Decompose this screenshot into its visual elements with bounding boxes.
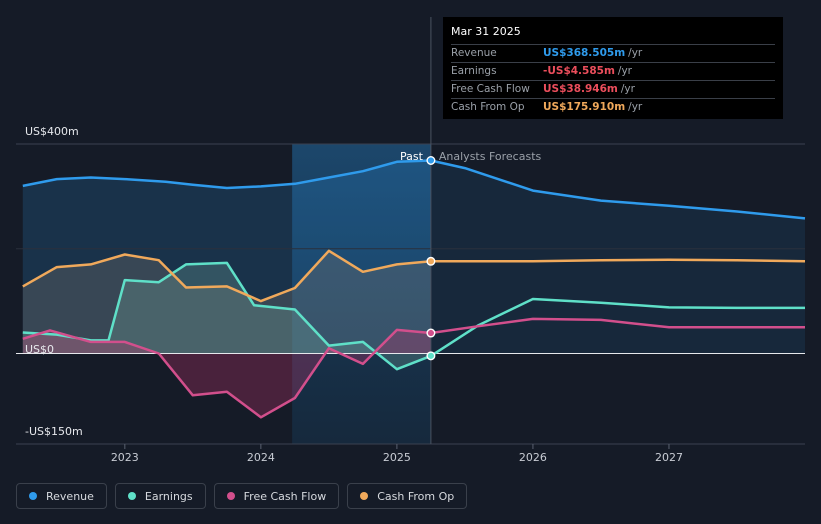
legend-dot-icon: [127, 492, 136, 500]
tooltip-unit: /yr: [628, 101, 643, 113]
tooltip-label: Earnings: [451, 65, 497, 77]
tooltip: Mar 31 2025 Revenue US$368.505m /yr Earn…: [443, 17, 783, 119]
x-tick-label: 2025: [383, 451, 411, 464]
tooltip-date: Mar 31 2025: [451, 25, 521, 38]
free-cash-flow-line: [22, 328, 432, 419]
y-tick-label-top: US$400m: [25, 125, 79, 138]
cash-from-op-forecast-line: [430, 258, 806, 263]
legend-dot-icon: [29, 492, 37, 500]
legend-label: Earnings: [144, 489, 193, 503]
tooltip-row-cash-from-op: Cash From Op US$175.910m /yr: [451, 98, 775, 116]
legend: Revenue Earnings Free Cash Flow Cash Fro…: [16, 483, 468, 509]
earnings-marker: [426, 351, 436, 361]
revenue-marker: [426, 155, 436, 165]
tooltip-label: Free Cash Flow: [451, 83, 530, 95]
past-label: Past: [400, 150, 424, 163]
cash-from-op-area: [22, 250, 431, 354]
past-highlight-region: [292, 144, 431, 444]
legend-dot-icon: [226, 492, 235, 500]
revenue-area: [22, 160, 431, 354]
y-tick-label-zero: US$0: [25, 343, 55, 356]
legend-label: Revenue: [46, 489, 94, 503]
free-cash-flow-marker: [426, 328, 436, 338]
tooltip-row-revenue: Revenue US$368.505m /yr: [451, 44, 775, 62]
cash-from-op-marker: [426, 256, 436, 266]
y-tick-label-bottom: -US$150m: [25, 425, 83, 438]
forecast-label: Analysts Forecasts: [439, 150, 542, 163]
tooltip-value: -US$4.585m: [543, 65, 615, 77]
x-tick-label: 2023: [111, 451, 139, 464]
tooltip-label: Revenue: [451, 47, 497, 59]
legend-item-free-cash-flow[interactable]: Free Cash Flow: [213, 483, 340, 509]
tooltip-value: US$38.946m: [543, 83, 618, 95]
x-tick-label: 2026: [519, 451, 547, 464]
tooltip-unit: /yr: [620, 83, 635, 95]
legend-dot-icon: [360, 492, 369, 500]
tooltip-value: US$175.910m: [543, 101, 626, 113]
free-cash-flow-forecast-line: [430, 317, 805, 335]
tooltip-row-earnings: Earnings -US$4.585m /yr: [451, 62, 775, 80]
tooltip-unit: /yr: [628, 47, 643, 59]
legend-item-cash-from-op[interactable]: Cash From Op: [347, 483, 468, 509]
revenue-forecast-line: [430, 159, 806, 220]
revenue-line: [22, 159, 431, 190]
cash-from-op-line: [22, 249, 432, 303]
legend-label: Free Cash Flow: [243, 489, 327, 503]
tooltip-label: Cash From Op: [451, 101, 525, 113]
legend-item-earnings[interactable]: Earnings: [114, 483, 206, 509]
earnings-line: [22, 261, 432, 371]
tooltip-row-free-cash-flow: Free Cash Flow US$38.946m /yr: [451, 80, 775, 98]
revenue-forecast-area: [430, 160, 805, 354]
x-tick-label: 2024: [247, 451, 275, 464]
tooltip-value: US$368.505m: [543, 47, 626, 59]
x-tick-label: 2027: [655, 451, 683, 464]
legend-item-revenue[interactable]: Revenue: [16, 483, 107, 509]
tooltip-unit: /yr: [617, 65, 632, 77]
free-cash-flow-area: [22, 329, 431, 418]
legend-label: Cash From Op: [377, 489, 455, 503]
